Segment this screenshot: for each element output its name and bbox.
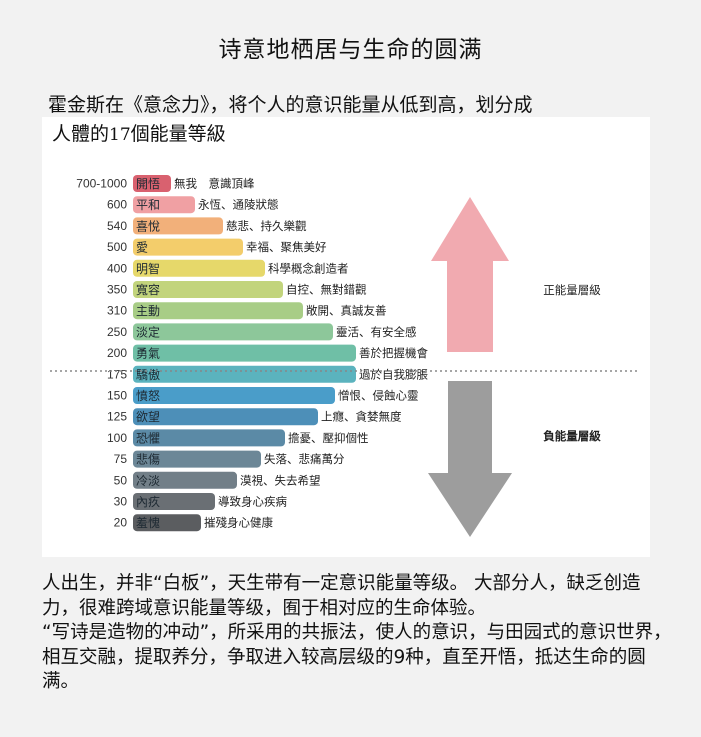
level-description: 敞開、真誠友善 [306, 304, 387, 318]
level-name-label: 淡定 [136, 324, 160, 339]
level-bar [133, 387, 335, 404]
level-description: 無我 意識頂峰 [174, 177, 255, 191]
level-name-label: 平和 [136, 198, 160, 212]
level-value-label: 125 [107, 410, 127, 424]
paragraph-1: 人出生，并非“白板”，天生带有一定意识能量等级。 大部分人，缺乏创造力，很难跨域… [42, 573, 641, 619]
level-description: 摧殘身心健康 [204, 516, 273, 530]
level-name-label: 驕傲 [136, 367, 160, 382]
level-description: 靈活、有安全感 [336, 325, 417, 339]
level-description: 永恆、通陵狀態 [198, 198, 279, 212]
level-name-label: 寬容 [136, 282, 160, 297]
level-name-label: 悲傷 [136, 452, 160, 467]
level-value-label: 50 [114, 473, 128, 487]
level-description: 憎恨、侵蝕心靈 [338, 389, 419, 403]
level-value-label: 310 [107, 304, 127, 318]
page-title: 诗意地栖居与生命的圆满 [218, 37, 483, 63]
down-arrow [428, 381, 512, 537]
level-value-label: 20 [114, 516, 128, 530]
level-name-label: 冷淡 [136, 474, 160, 488]
level-name-label: 主動 [136, 304, 160, 318]
level-description: 過於自我膨脹 [359, 367, 428, 381]
level-bar [133, 471, 237, 489]
level-bar [133, 344, 356, 362]
level-bar [133, 238, 243, 256]
level-value-label: 75 [114, 452, 128, 466]
negative-energy-label: 負能量層級 [543, 429, 601, 443]
level-bar [133, 450, 261, 468]
level-value-label: 700-1000 [76, 177, 127, 191]
level-value-label: 175 [107, 367, 127, 381]
level-description: 幸福、聚焦美好 [246, 240, 327, 254]
level-bar [133, 429, 285, 447]
level-value-label: 500 [107, 240, 127, 254]
level-description: 導致身心疾病 [218, 495, 287, 509]
level-value-label: 400 [107, 261, 127, 275]
level-name-label: 明智 [136, 261, 160, 276]
level-name-label: 內疚 [136, 494, 160, 509]
level-bar [133, 175, 171, 192]
level-name-label: 愛 [136, 241, 148, 255]
level-bar [133, 302, 303, 320]
intro-text: 霍金斯在《意念力》，将个人的意识能量从低到高，划分成 [48, 94, 533, 116]
level-name-label: 憤怒 [136, 388, 160, 403]
level-value-label: 200 [107, 346, 127, 360]
level-name-label: 羞愧 [136, 515, 160, 530]
level-value-label: 350 [107, 283, 127, 297]
level-bar [133, 217, 223, 235]
chart-title: 人體的17個能量等級 [52, 123, 226, 145]
level-name-label: 喜悅 [136, 219, 160, 233]
level-value-label: 250 [107, 325, 127, 339]
up-arrow [431, 197, 509, 352]
level-name-label: 開悟 [136, 176, 160, 191]
level-bar [133, 196, 195, 214]
energy-levels-chart: 700-1000 開悟 無我 意識頂峰 600 平和 永恆、通陵狀態 540 喜悅 慈悲、持久樂… [50, 175, 640, 537]
level-bar [133, 493, 215, 510]
level-description: 擔憂、壓抑個性 [288, 431, 369, 445]
level-name-label: 勇氣 [136, 347, 160, 361]
level-value-label: 540 [107, 219, 127, 233]
level-value-label: 30 [114, 495, 128, 509]
level-description: 失落、悲痛萬分 [264, 452, 345, 466]
energy-levels-chart-card: 700-1000 開悟 無我 意識頂峰 600 平和 永恆、通陵狀態 540 喜悅 慈悲、持久樂… [42, 117, 650, 557]
level-bar [133, 281, 283, 298]
level-value-label: 100 [107, 431, 127, 445]
level-bar [133, 323, 333, 341]
level-description: 慈悲、持久樂觀 [226, 219, 307, 233]
level-name-label: 欲望 [136, 410, 160, 424]
body-text: 人出生，并非“白板”，天生带有一定意识能量等级。 大部分人，缺乏创造力，很难跨域… [42, 572, 672, 695]
level-bar [133, 259, 265, 277]
level-value-label: 150 [107, 389, 127, 403]
paragraph-2: “写诗是造物的冲动”，所采用的共振法，使人的意识，与田园式的意识世界， 相互交融… [42, 622, 672, 692]
level-name-label: 恐懼 [136, 431, 160, 445]
level-description: 科學概念創造者 [268, 261, 349, 275]
level-description: 漠視、失去希望 [240, 473, 321, 487]
positive-energy-label: 正能量層級 [543, 283, 601, 297]
level-description: 善於把握機會 [359, 346, 428, 360]
level-bar [133, 408, 318, 426]
level-bar [133, 365, 356, 383]
level-description: 自控、無對錯觀 [286, 283, 367, 297]
level-value-label: 600 [107, 198, 127, 212]
level-description: 上癮、貪婪無度 [321, 410, 402, 424]
level-bar [133, 514, 201, 532]
